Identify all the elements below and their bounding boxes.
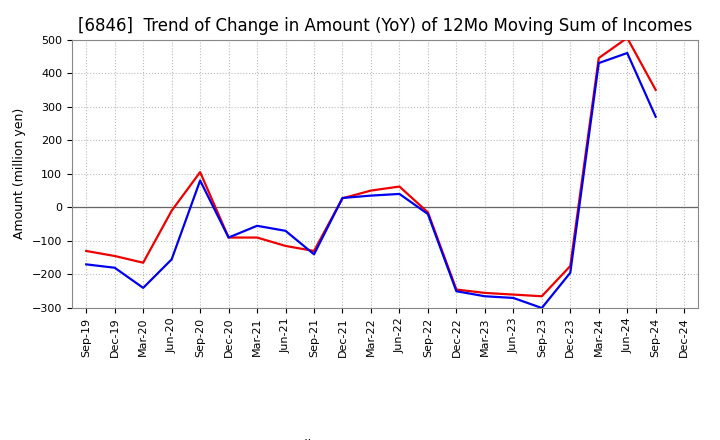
- Ordinary Income: [366, 193, 375, 198]
- Ordinary Income: [139, 285, 148, 290]
- Net Income: [253, 235, 261, 240]
- Net Income: [310, 248, 318, 253]
- Ordinary Income: [110, 265, 119, 270]
- Ordinary Income: [509, 295, 518, 301]
- Net Income: [423, 210, 432, 215]
- Net Income: [167, 208, 176, 213]
- Net Income: [452, 287, 461, 292]
- Net Income: [595, 55, 603, 61]
- Y-axis label: Amount (million yen): Amount (million yen): [13, 108, 26, 239]
- Ordinary Income: [310, 252, 318, 257]
- Ordinary Income: [253, 223, 261, 228]
- Ordinary Income: [395, 191, 404, 197]
- Title: [6846]  Trend of Change in Amount (YoY) of 12Mo Moving Sum of Incomes: [6846] Trend of Change in Amount (YoY) o…: [78, 17, 693, 35]
- Ordinary Income: [480, 293, 489, 299]
- Net Income: [282, 243, 290, 249]
- Ordinary Income: [566, 270, 575, 275]
- Ordinary Income: [196, 178, 204, 183]
- Net Income: [566, 264, 575, 269]
- Ordinary Income: [82, 262, 91, 267]
- Net Income: [480, 290, 489, 296]
- Ordinary Income: [623, 50, 631, 55]
- Net Income: [509, 292, 518, 297]
- Legend: Ordinary Income, Net Income: Ordinary Income, Net Income: [232, 434, 539, 440]
- Net Income: [366, 188, 375, 193]
- Net Income: [338, 196, 347, 201]
- Ordinary Income: [652, 114, 660, 119]
- Net Income: [196, 169, 204, 175]
- Net Income: [537, 293, 546, 299]
- Ordinary Income: [595, 60, 603, 66]
- Ordinary Income: [167, 257, 176, 262]
- Net Income: [82, 248, 91, 253]
- Ordinary Income: [225, 235, 233, 240]
- Net Income: [652, 87, 660, 92]
- Net Income: [110, 253, 119, 259]
- Ordinary Income: [537, 305, 546, 311]
- Ordinary Income: [423, 211, 432, 216]
- Net Income: [395, 184, 404, 189]
- Line: Ordinary Income: Ordinary Income: [86, 53, 656, 308]
- Ordinary Income: [282, 228, 290, 234]
- Net Income: [139, 260, 148, 265]
- Ordinary Income: [338, 195, 347, 201]
- Net Income: [623, 35, 631, 40]
- Net Income: [225, 235, 233, 240]
- Line: Net Income: Net Income: [86, 38, 656, 296]
- Ordinary Income: [452, 289, 461, 294]
